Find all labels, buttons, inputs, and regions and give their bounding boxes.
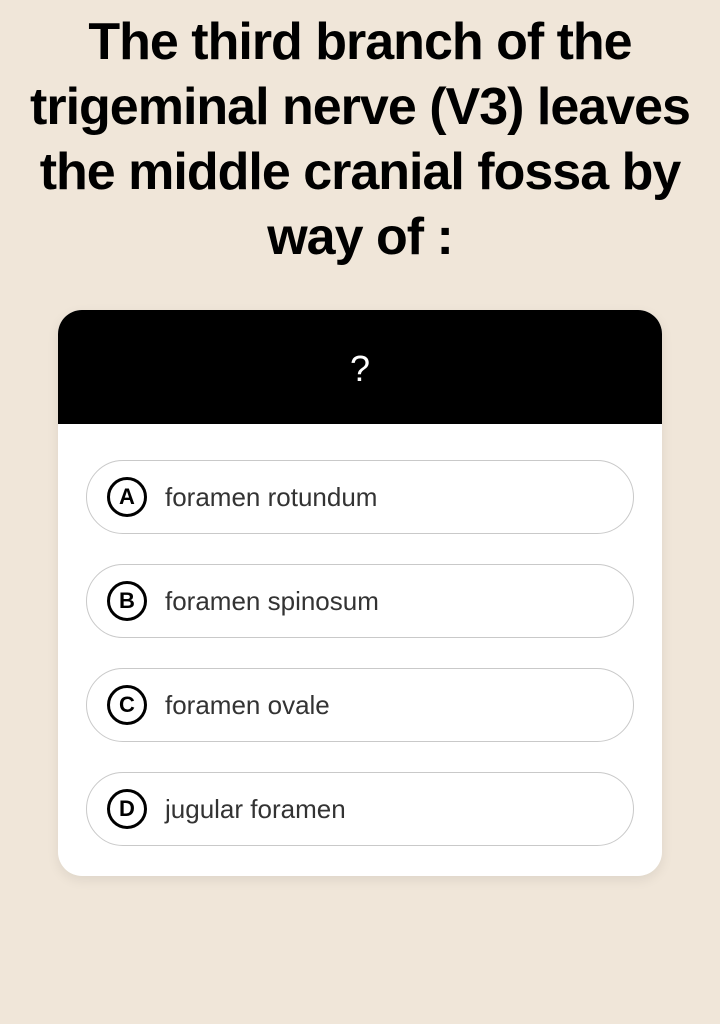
option-text: foramen rotundum bbox=[165, 482, 377, 513]
option-c[interactable]: C foramen ovale bbox=[86, 668, 634, 742]
question-title: The third branch of the trigeminal nerve… bbox=[0, 0, 720, 270]
option-a[interactable]: A foramen rotundum bbox=[86, 460, 634, 534]
card-header: ? bbox=[58, 310, 662, 424]
option-letter-badge: C bbox=[107, 685, 147, 725]
option-b[interactable]: B foramen spinosum bbox=[86, 564, 634, 638]
option-letter-badge: D bbox=[107, 789, 147, 829]
option-text: foramen spinosum bbox=[165, 586, 379, 617]
option-letter-badge: A bbox=[107, 477, 147, 517]
option-d[interactable]: D jugular foramen bbox=[86, 772, 634, 846]
options-container: A foramen rotundum B foramen spinosum C … bbox=[58, 424, 662, 876]
option-letter-badge: B bbox=[107, 581, 147, 621]
option-text: foramen ovale bbox=[165, 690, 330, 721]
option-text: jugular foramen bbox=[165, 794, 346, 825]
quiz-card: ? A foramen rotundum B foramen spinosum … bbox=[58, 310, 662, 876]
